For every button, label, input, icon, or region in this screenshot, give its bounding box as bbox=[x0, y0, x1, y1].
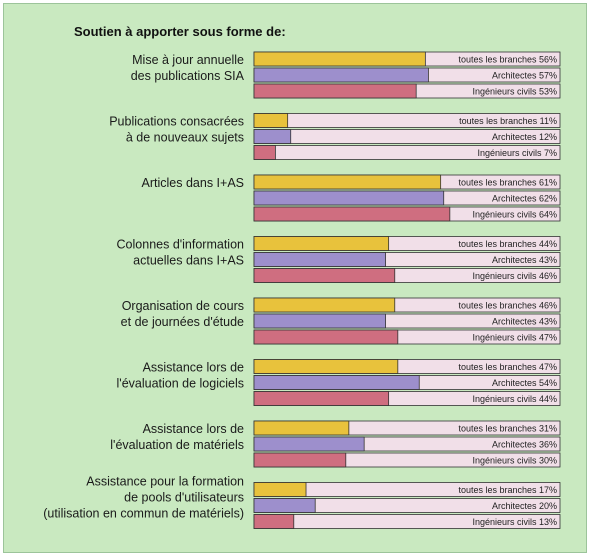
bar-label: toutes les branches 61% bbox=[458, 178, 557, 188]
bar bbox=[253, 190, 445, 206]
bar-label: toutes les branches 11% bbox=[459, 116, 557, 126]
category-label: Assistance lors de bbox=[143, 422, 244, 436]
category-group: Colonnes d'information actuelles dans I+A… bbox=[117, 236, 561, 283]
bar bbox=[253, 145, 276, 160]
bar-label: toutes les branches 17% bbox=[458, 485, 557, 495]
bar bbox=[253, 391, 390, 406]
bar-label: toutes les branches 44% bbox=[458, 239, 557, 249]
bar bbox=[253, 51, 426, 67]
bar bbox=[253, 313, 386, 329]
bar-label: toutes les branches 46% bbox=[458, 301, 557, 311]
category-label: des publications SIA bbox=[131, 69, 245, 83]
category-group: Organisation de cours et de journées d'ét… bbox=[121, 297, 561, 345]
category-label: à de nouveaux sujets bbox=[126, 131, 244, 145]
bar bbox=[253, 452, 347, 468]
category-label: actuelles dans I+AS bbox=[133, 254, 244, 268]
bar bbox=[253, 482, 307, 497]
bar bbox=[253, 420, 350, 436]
category-label: et de journées d'étude bbox=[121, 315, 244, 329]
bar bbox=[253, 174, 442, 190]
category-group: Assistance lors de l'évaluation de matéri… bbox=[110, 420, 561, 468]
chart-title: Soutien à apporter sous forme de: bbox=[74, 24, 286, 39]
bar bbox=[253, 83, 417, 99]
category-label: Articles dans I+AS bbox=[142, 176, 244, 190]
bar-label: toutes les branches 47% bbox=[458, 362, 557, 372]
bar bbox=[253, 359, 399, 374]
chart-frame: Soutien à apporter sous forme de: Mise à… bbox=[3, 3, 587, 553]
category-label: Publications consacrées bbox=[109, 115, 244, 129]
bar-label: Ingénieurs civils 53% bbox=[472, 87, 557, 97]
bar-label: toutes les branches 31% bbox=[458, 424, 557, 434]
bar-label: Ingénieurs civils 7% bbox=[477, 148, 557, 158]
bar-chart: Soutien à apporter sous forme de: Mise à… bbox=[43, 24, 561, 529]
bar bbox=[253, 498, 316, 513]
bar bbox=[253, 252, 386, 267]
bar-label: Architectes 43% bbox=[492, 255, 557, 265]
bar bbox=[253, 329, 399, 345]
bar-label: Architectes 54% bbox=[492, 378, 557, 388]
bar-label: Architectes 62% bbox=[492, 194, 557, 204]
bar-label: Ingénieurs civils 13% bbox=[472, 517, 557, 527]
bar-label: Ingénieurs civils 46% bbox=[472, 271, 557, 281]
category-group: Assistance lors de l'évaluation de logici… bbox=[117, 359, 561, 406]
category-label: Organisation de cours bbox=[122, 299, 244, 313]
bar-label: Ingénieurs civils 30% bbox=[472, 456, 557, 466]
category-group: Mise à jour annuelle des publications SIA… bbox=[131, 51, 561, 99]
category-label: de pools d'utilisateurs bbox=[124, 491, 244, 505]
bar bbox=[253, 236, 390, 251]
category-group: Articles dans I+AS toutes les branches 61… bbox=[142, 174, 561, 222]
bar-label: Ingénieurs civils 64% bbox=[472, 210, 557, 220]
category-label: Assistance pour la formation bbox=[86, 475, 244, 489]
bar bbox=[253, 514, 295, 529]
category-label: l'évaluation de logiciels bbox=[117, 377, 244, 391]
category-label: l'évaluation de matériels bbox=[110, 438, 244, 452]
bar bbox=[253, 129, 292, 144]
category-group: Publications consacrées à de nouveaux suj… bbox=[109, 113, 561, 160]
bar-label: Ingénieurs civils 44% bbox=[472, 394, 557, 404]
bar bbox=[253, 67, 429, 83]
bar bbox=[253, 206, 451, 222]
bar-label: Architectes 36% bbox=[492, 440, 557, 450]
bar-label: Ingénieurs civils 47% bbox=[472, 333, 557, 343]
category-label: (utilisation en commun de matériels) bbox=[43, 507, 244, 521]
bar bbox=[253, 297, 396, 313]
bar bbox=[253, 375, 420, 390]
bar-label: Architectes 57% bbox=[492, 71, 557, 81]
bar-label: Architectes 43% bbox=[492, 317, 557, 327]
bar bbox=[253, 113, 289, 128]
chart-groups: Mise à jour annuelle des publications SIA… bbox=[43, 51, 561, 529]
category-group: Assistance pour la formation de pools d'u… bbox=[43, 475, 561, 529]
bar-label: Architectes 20% bbox=[492, 501, 557, 511]
category-label: Assistance lors de bbox=[143, 361, 244, 375]
bar-label: Architectes 12% bbox=[492, 132, 557, 142]
bar-label: toutes les branches 56% bbox=[458, 55, 557, 65]
bar bbox=[253, 436, 365, 452]
category-label: Colonnes d'information bbox=[117, 238, 245, 252]
bar bbox=[253, 268, 396, 283]
category-label: Mise à jour annuelle bbox=[132, 53, 244, 67]
